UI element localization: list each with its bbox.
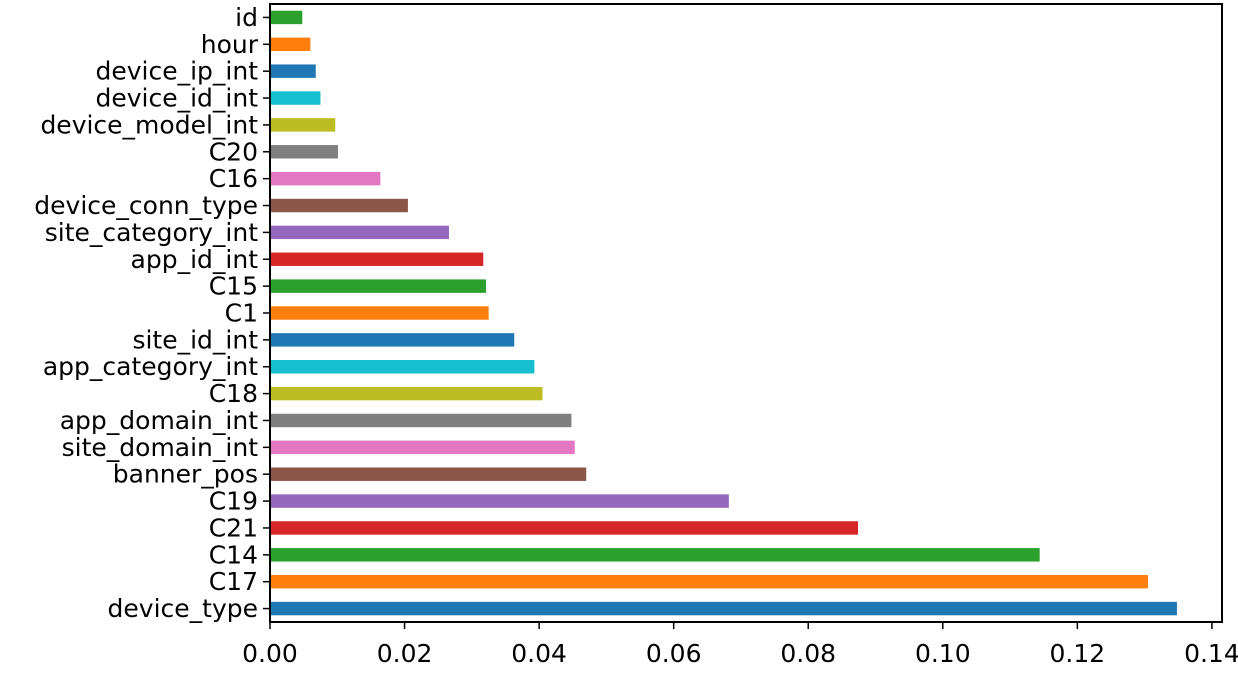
x-tick-label: 0.10 <box>915 639 971 668</box>
plot-frame <box>269 3 1223 623</box>
x-axis-ticks: 0.00 0.02 0.04 0.06 0.08 0.10 0.12 0.14 <box>242 622 1238 668</box>
bar-device_ip_int <box>270 64 316 78</box>
y-tick-label: device_model_int <box>40 110 258 139</box>
x-tick-label: 0.04 <box>511 639 567 668</box>
y-tick-label: C17 <box>209 567 258 596</box>
y-tick-label: app_category_int <box>43 352 258 381</box>
bar-device_id_int <box>270 91 321 105</box>
bar-app_domain_int <box>270 413 572 428</box>
bars-layer <box>270 10 1177 616</box>
y-tick-label: site_category_int <box>45 218 258 247</box>
y-tick-label: C1 <box>225 299 258 328</box>
x-tick-label: 0.02 <box>377 639 433 668</box>
bar-C18 <box>270 386 543 401</box>
x-tick-label: 0.06 <box>646 639 702 668</box>
bar-app_id_int <box>270 252 484 266</box>
bar-C14 <box>270 548 1040 562</box>
y-tick-label: device_type <box>108 594 258 623</box>
y-tick-label: C16 <box>209 164 258 193</box>
y-tick-label: device_conn_type <box>34 191 258 220</box>
y-tick-label: hour <box>201 30 259 59</box>
bar-site_id_int <box>270 333 515 347</box>
bar-device_type <box>270 601 1177 616</box>
x-tick-label: 0.12 <box>1050 639 1106 668</box>
y-tick-label: app_domain_int <box>60 406 258 435</box>
bar-C15 <box>270 279 486 293</box>
bar-C21 <box>270 521 859 535</box>
y-axis-ticks: device_typeC17C14C21C19banner_possite_do… <box>34 3 270 623</box>
x-tick-label: 0.14 <box>1184 639 1238 668</box>
y-tick-label: device_ip_int <box>95 57 258 86</box>
bar-C19 <box>270 494 729 508</box>
x-tick-label: 0.00 <box>242 639 298 668</box>
bar-C20 <box>270 145 338 159</box>
bar-hour <box>270 37 311 52</box>
y-tick-label: C18 <box>209 379 258 408</box>
y-tick-label: banner_pos <box>113 460 258 489</box>
bar-site_domain_int <box>270 440 575 455</box>
y-tick-label: device_id_int <box>95 84 258 113</box>
bar-banner_pos <box>270 467 587 481</box>
bar-app_category_int <box>270 360 535 374</box>
y-tick-label: C20 <box>209 137 258 166</box>
y-tick-label: app_id_int <box>131 245 259 274</box>
y-tick-label: id <box>235 3 258 32</box>
y-tick-label: site_id_int <box>132 325 258 354</box>
bar-C1 <box>270 306 489 320</box>
y-tick-label: C14 <box>209 540 258 569</box>
y-tick-label: C15 <box>209 272 258 301</box>
x-tick-label: 0.08 <box>780 639 836 668</box>
bar-C16 <box>270 171 381 186</box>
y-tick-label: site_domain_int <box>62 433 259 462</box>
y-tick-label: C21 <box>209 513 258 542</box>
bar-C17 <box>270 574 1148 589</box>
y-tick-label: C19 <box>209 487 258 516</box>
bar-id <box>270 10 303 25</box>
bar-device_conn_type <box>270 198 408 213</box>
bar-device_model_int <box>270 118 336 132</box>
bar-site_category_int <box>270 225 449 240</box>
